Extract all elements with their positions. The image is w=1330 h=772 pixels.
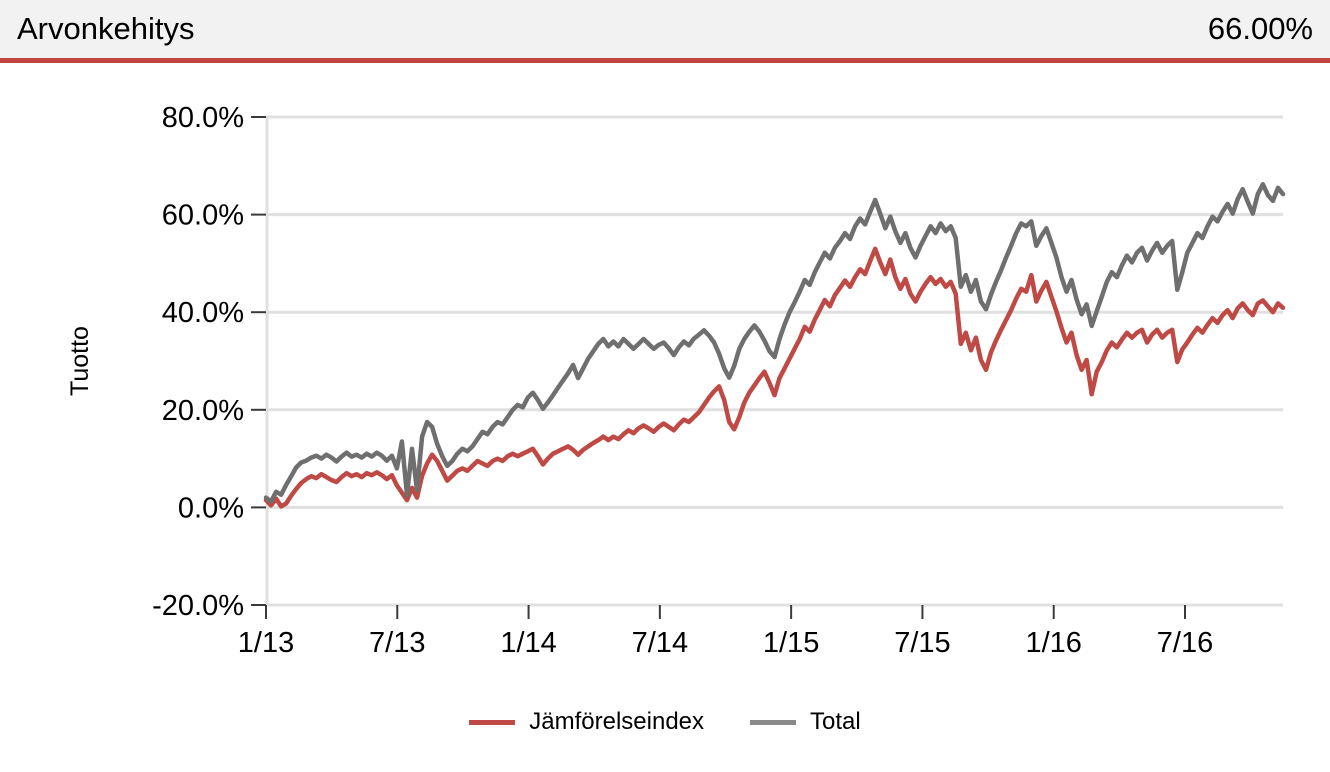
page-title: Arvonkehitys [17,11,195,46]
legend-label-total: Total [810,708,861,735]
y-tick-label: 80.0% [162,102,244,134]
legend-item-jamforelseindex: Jämförelseindex [469,708,704,736]
total-line-swatch [750,719,797,725]
x-tick-label: 1/13 [238,627,294,659]
legend-label-jamforelseindex: Jämförelseindex [529,708,705,735]
y-tick-label: 40.0% [162,297,244,329]
x-tick-label: 7/15 [894,627,950,659]
x-tick-label: 7/14 [632,627,688,659]
y-tick-label: 60.0% [162,200,244,232]
y-tick-label: -20.0% [152,590,244,622]
jamforelseindex-line-swatch [469,719,516,725]
header-total-return-value: 66.00% [1207,11,1313,46]
chart-legend: Jämförelseindex Total [0,708,1330,736]
series-line-total [263,182,1286,504]
series-lines [263,182,1286,509]
x-tick-label: 7/13 [369,627,425,659]
y-tick-label: 0.0% [178,492,244,524]
axis-labels: 80.0% 60.0% 40.0% 20.0% 0.0% -20.0% 1/13 7/13 1/… [66,102,1213,659]
y-tick-label: 20.0% [162,395,244,427]
series-line-jämförelseindex [263,246,1286,509]
gridlines [265,115,1283,607]
x-tick-label: 1/15 [763,627,819,659]
y-axis-title: Tuotto [66,326,94,396]
x-tick-label: 1/14 [500,627,556,659]
section-header: Arvonkehitys 66.00% [0,0,1330,63]
x-tick-label: 1/16 [1025,627,1081,659]
x-tick-label: 7/16 [1157,627,1213,659]
axis-ticks [251,116,1186,619]
legend-item-total: Total [750,708,861,736]
